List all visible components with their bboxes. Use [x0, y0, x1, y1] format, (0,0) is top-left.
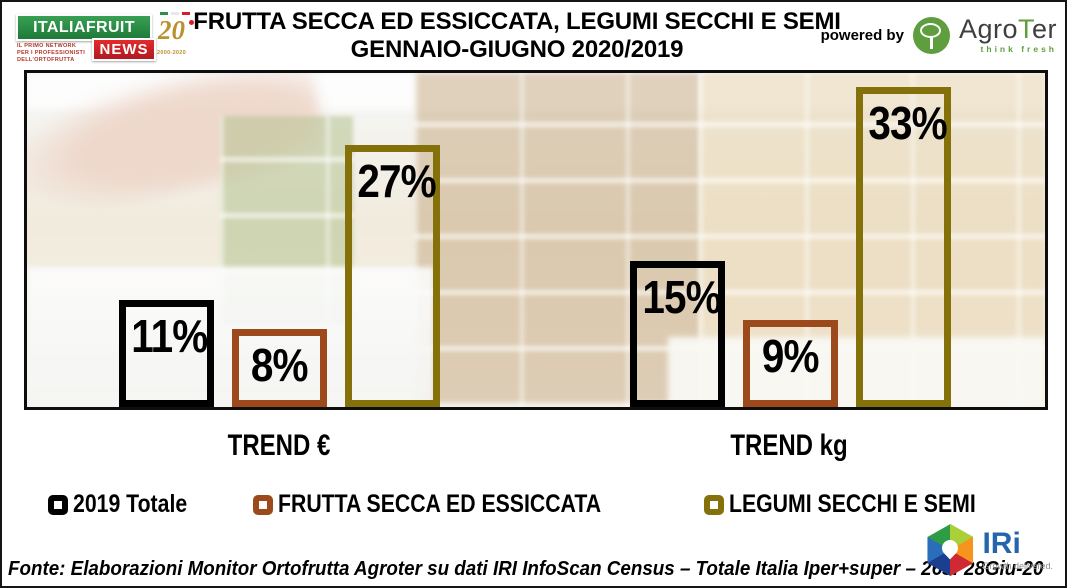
photo-brown-nuts-containers [413, 73, 699, 407]
bar-group-trend-kg: 15% 9% 33% [630, 87, 951, 407]
axis-label-trend-euro: TREND € [227, 429, 331, 462]
legend-label: LEGUMI SECCHI E SEMI [729, 490, 976, 518]
iri-logo: IRi Growth delivered. [927, 524, 1053, 576]
iri-hexagon-icon [927, 524, 974, 576]
bar-value-label: 9% [762, 330, 820, 382]
bar-value-label: 11% [131, 310, 208, 362]
source-note: Fonte: Elaborazioni Monitor Ortofrutta A… [8, 558, 1044, 580]
bar-chart: 11% 8% 27% 15% 9% 33% [24, 70, 1048, 410]
powered-by-label: powered by [820, 26, 904, 44]
iri-tagline: Growth delivered. [982, 561, 1053, 571]
page-title: FRUTTA SECCA ED ESSICCATA, LEGUMI SECCHI… [192, 8, 842, 64]
iri-wordmark: IRi [982, 527, 1021, 560]
photo-counter-left [27, 266, 435, 407]
italiafruit-wordmark: ITALIAFRUIT [16, 14, 152, 41]
italian-flag-icon [160, 12, 190, 15]
legend-label: 2019 Totale [72, 490, 187, 518]
agroter-wordmark: AgroTer [958, 14, 1057, 44]
legend-swatch-icon [47, 494, 68, 515]
agroter-tree-icon [912, 16, 950, 54]
italiafruit-news-logo: ITALIAFRUIT 20 NEWS IL PRIMO NETWORK PER… [16, 9, 196, 63]
chart-legend: 2019 Totale FRUTTA SECCA ED ESSICCATA LEGU… [2, 490, 1065, 519]
bar-value-label: 8% [251, 339, 309, 391]
italiafruit-tagline: IL PRIMO NETWORK PER I PROFESSIONISTI DE… [17, 43, 86, 64]
powered-by-agroter: powered by AgroTer think fresh [820, 14, 1057, 55]
news-wordmark: NEWS [92, 38, 156, 61]
background-photo-shelves [27, 73, 1045, 407]
axis-label-trend-kg: TREND kg [730, 429, 848, 462]
legend-swatch-icon [704, 494, 725, 515]
bar-trend-2019-totale: 11% [119, 300, 214, 407]
anniversary-dot-icon [189, 20, 194, 25]
agroter-tagline: think fresh [980, 44, 1057, 54]
anniversary-years: 2000-2020 [157, 50, 187, 56]
photo-white-wash-overlay [27, 73, 1045, 407]
legend-label: FRUTTA SECCA ED ESSICCATA [277, 490, 602, 518]
legend-item-legumi-secchi-e-semi: LEGUMI SECCHI E SEMI [704, 490, 1019, 519]
bar-value-label: 15% [642, 271, 721, 323]
anniversary-20-badge: 20 [158, 15, 185, 45]
bar-value-label: 33% [868, 97, 947, 149]
bar-trend-frutta-secca-ed-essiccata: 8% [232, 329, 327, 407]
title-line-1: FRUTTA SECCA ED ESSICCATA, LEGUMI SECCHI… [193, 8, 841, 35]
bar-trend-kg-2019-totale: 15% [630, 261, 725, 407]
bar-value-label: 27% [357, 155, 436, 207]
legend-item-frutta-secca-ed-essiccata: FRUTTA SECCA ED ESSICCATA [252, 490, 658, 519]
bar-group-trend-euro: 11% 8% 27% [119, 145, 440, 407]
bar-trend-kg-legumi-secchi-e-semi: 33% [856, 87, 951, 407]
title-line-2: GENNAIO-GIUGNO 2020/2019 [350, 36, 684, 63]
bar-trend-legumi-secchi-e-semi: 27% [345, 145, 440, 407]
bar-trend-kg-frutta-secca-ed-essiccata: 9% [743, 320, 838, 407]
legend-swatch-icon [252, 494, 273, 515]
legend-item-2019-totale: 2019 Totale [47, 490, 207, 519]
